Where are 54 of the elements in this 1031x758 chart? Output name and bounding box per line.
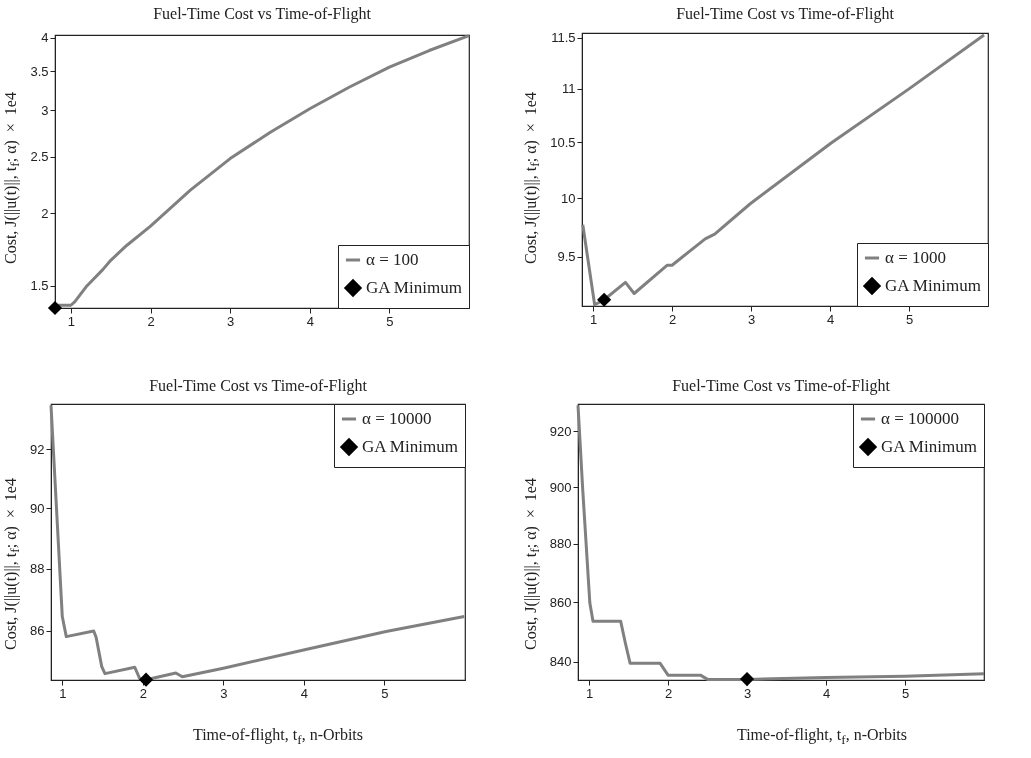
x-tick-label: 1 xyxy=(67,313,76,329)
x-tick-label: 3 xyxy=(747,311,756,327)
x-tick-label: 3 xyxy=(220,685,228,701)
y-tick-label: 92 xyxy=(30,441,45,457)
x-tick-label: 1 xyxy=(585,685,594,701)
y-tick-label: 1.5 xyxy=(30,278,49,294)
x-tick-label: 1 xyxy=(59,685,67,701)
x-tick-label: 3 xyxy=(743,685,752,701)
legend-label: α = 100 xyxy=(366,250,419,269)
chart-title: Fuel-Time Cost vs Time-of-Flight xyxy=(153,4,372,23)
y-tick-label: 10 xyxy=(561,190,576,206)
x-tick-label: 5 xyxy=(905,311,914,327)
x-tick-label: 2 xyxy=(668,311,677,327)
y-tick-label: 880 xyxy=(549,536,572,552)
legend-label: GA Minimum xyxy=(362,437,458,456)
y-tick-label: 920 xyxy=(549,423,572,439)
x-tick-label: 4 xyxy=(822,685,831,701)
y-tick-label: 900 xyxy=(549,479,572,495)
y-tick-label: 2.5 xyxy=(30,149,49,165)
legend-label: GA Minimum xyxy=(885,276,981,295)
chart-title: Fuel-Time Cost vs Time-of-Flight xyxy=(149,376,368,395)
y-tick-label: 90 xyxy=(30,500,45,516)
x-axis-title: Time-of-flight, t$_{f}$, n-Orbits xyxy=(735,726,909,749)
y-tick-label: 10.5 xyxy=(550,134,576,150)
y-tick-label: 3.5 xyxy=(30,63,49,79)
chart-title: Fuel-Time Cost vs Time-of-Flight xyxy=(672,376,891,395)
legend-label: α = 100000 xyxy=(881,409,959,428)
legend-label: α = 10000 xyxy=(362,409,432,428)
legend-label: GA Minimum xyxy=(881,437,977,456)
legend-label: α = 1000 xyxy=(885,248,946,267)
y-tick-label: 840 xyxy=(549,654,572,670)
y-tick-label: 88 xyxy=(30,561,45,577)
x-tick-label: 3 xyxy=(227,313,235,329)
y-tick-label: 4 xyxy=(41,30,49,46)
x-axis-title: Time-of-flight, t$_{f}$, n-Orbits xyxy=(191,726,365,749)
y-tick-label: 3 xyxy=(41,102,49,118)
y-tick-label: 860 xyxy=(549,594,572,610)
legend-label: GA Minimum xyxy=(366,278,462,297)
chart-title: Fuel-Time Cost vs Time-of-Flight xyxy=(676,4,895,23)
y-tick-label: 2 xyxy=(41,205,49,221)
y-tick-label: 11.5 xyxy=(551,30,576,46)
x-tick-label: 1 xyxy=(589,311,598,327)
y-tick-label: 86 xyxy=(30,623,45,639)
x-tick-label: 2 xyxy=(664,685,673,701)
x-tick-label: 2 xyxy=(139,685,147,701)
y-tick-label: 11 xyxy=(562,81,576,97)
x-tick-label: 5 xyxy=(901,685,910,701)
x-tick-label: 5 xyxy=(386,313,394,329)
y-tick-label: 9.5 xyxy=(557,249,576,265)
x-tick-label: 2 xyxy=(147,313,155,329)
x-tick-label: 4 xyxy=(826,311,835,327)
x-tick-label: 4 xyxy=(306,313,314,329)
x-tick-label: 4 xyxy=(300,685,309,701)
x-tick-label: 5 xyxy=(381,685,389,701)
